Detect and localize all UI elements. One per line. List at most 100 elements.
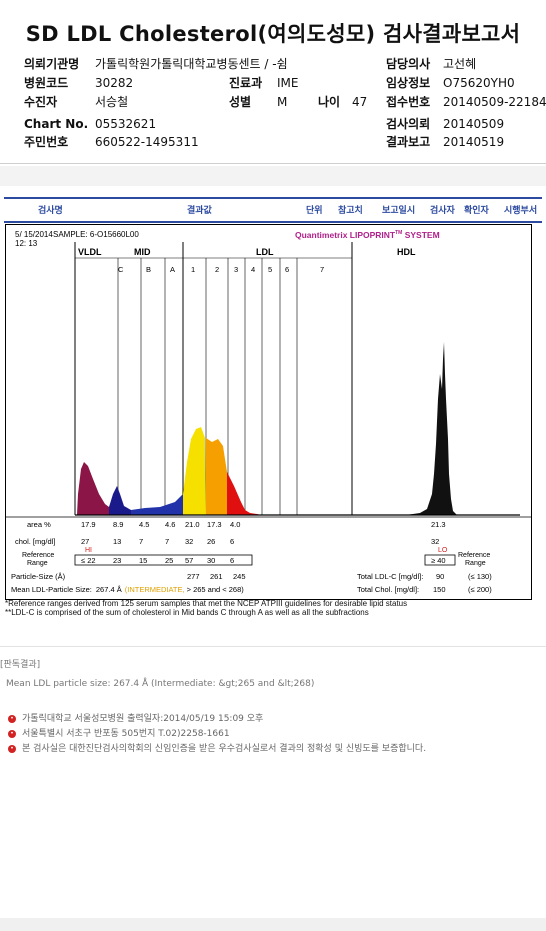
band-label-5: 5 bbox=[268, 265, 272, 274]
report-date-value: 20140519 bbox=[443, 135, 505, 149]
footer-line-3: • 본 검사실은 대한진단검사의학회의 신임인증을 받은 우수검사실로서 결과의 … bbox=[8, 741, 426, 754]
receipt-value: 20140509-22184 bbox=[443, 95, 546, 109]
col-test-name: 검사명 bbox=[38, 206, 63, 216]
band-label-b: B bbox=[146, 265, 151, 274]
area-value-8: 21.3 bbox=[431, 520, 446, 529]
total-chol-ref: (≤ 200) bbox=[468, 585, 492, 594]
header-divider bbox=[0, 163, 546, 164]
mean-size-line: Mean LDL-Particle Size: 267.4 Å (INTERMEDI… bbox=[11, 585, 244, 594]
sex-label: 성별 bbox=[229, 95, 252, 109]
chol-label: chol. [mg/dl] bbox=[15, 537, 55, 546]
peak-mid-c bbox=[109, 486, 131, 515]
lipoprint-chart: 5/ 15/2014 12: 13 SAMPLE: 6-O15660L00 Qu… bbox=[5, 224, 532, 600]
band-label-4: 4 bbox=[251, 265, 255, 274]
clinical-value: O75620YH0 bbox=[443, 76, 515, 90]
report-date-label: 결과보고 bbox=[386, 135, 431, 149]
chart-no-value: 05532621 bbox=[95, 117, 157, 131]
band-label-3: 3 bbox=[234, 265, 238, 274]
ref-value-4: 25 bbox=[165, 556, 173, 565]
footnote-1: *Reference ranges derived from 125 serum… bbox=[5, 599, 408, 608]
hospital-code-label: 병원코드 bbox=[24, 76, 69, 90]
ref-value-8: ≥ 40 bbox=[431, 556, 446, 565]
area-values: 17.9 8.9 4.5 4.6 21.0 17.3 4.0 21.3 bbox=[81, 520, 446, 529]
age-label: 나이 bbox=[318, 95, 341, 109]
particle-size-2: 261 bbox=[210, 572, 223, 581]
interpretation-text: Mean LDL particle size: 267.4 Å (Interme… bbox=[6, 679, 315, 689]
doctor-label: 담당의사 bbox=[386, 57, 431, 71]
group-vldl: VLDL bbox=[78, 247, 102, 257]
brand-name: Quantimetrix LIPOPRINTTM SYSTEM bbox=[295, 230, 440, 240]
col-reference: 참고치 bbox=[338, 206, 363, 216]
hospital-code-value: 30282 bbox=[95, 76, 134, 90]
sample-id: SAMPLE: 6-O15660L00 bbox=[53, 230, 139, 239]
ref-value-2: 23 bbox=[113, 556, 121, 565]
ref-value-7: 6 bbox=[230, 556, 234, 565]
doctor-value: 고선혜 bbox=[443, 57, 477, 71]
col-verifier: 확인자 bbox=[464, 206, 489, 216]
area-label: area % bbox=[27, 520, 51, 529]
chol-value-4: 7 bbox=[165, 537, 169, 546]
col-report-time: 보고일시 bbox=[382, 206, 416, 216]
chol-flag-lo: LO bbox=[438, 547, 448, 554]
band-label-6: 6 bbox=[285, 265, 289, 274]
band-label-c: C bbox=[118, 265, 124, 274]
id-label: 주민번호 bbox=[24, 135, 69, 149]
chart-no-label: Chart No. bbox=[24, 117, 89, 131]
chol-value-5: 32 bbox=[185, 537, 193, 546]
patient-label: 수진자 bbox=[24, 95, 58, 109]
col-tester: 검사자 bbox=[430, 206, 455, 216]
request-label: 검사의뢰 bbox=[386, 117, 431, 131]
area-value-2: 8.9 bbox=[113, 520, 123, 529]
area-value-1: 17.9 bbox=[81, 520, 96, 529]
patient-value: 서승철 bbox=[95, 95, 129, 109]
area-value-7: 4.0 bbox=[230, 520, 240, 529]
ref-value-3: 15 bbox=[139, 556, 147, 565]
ref-label-right: Reference Range bbox=[458, 552, 490, 567]
ref-value-5: 57 bbox=[185, 556, 193, 565]
chol-value-8: 32 bbox=[431, 537, 439, 546]
page-bottom-bar bbox=[0, 918, 546, 931]
peak-ldl1 bbox=[183, 427, 206, 515]
report-title: SD LDL Cholesterol(여의도성모) 검사결과보고서 bbox=[25, 22, 521, 46]
peak-mid-ba bbox=[131, 494, 183, 515]
footnote-2: **LDL-C is comprised of the sum of chole… bbox=[5, 608, 369, 617]
chol-value-6: 26 bbox=[207, 537, 215, 546]
area-value-6: 17.3 bbox=[207, 520, 222, 529]
reference-values: ≤ 22 23 15 25 57 30 6 ≥ 40 bbox=[81, 556, 446, 565]
footnotes: *Reference ranges derived from 125 serum… bbox=[5, 599, 407, 617]
group-ldl: LDL bbox=[256, 247, 274, 257]
alert-icon: • bbox=[8, 729, 16, 738]
report-time: 12: 13 bbox=[15, 239, 38, 248]
header-band bbox=[0, 166, 546, 186]
age-value: 47 bbox=[352, 95, 368, 109]
chol-value-2: 13 bbox=[113, 537, 121, 546]
institution-value: 가톨릭학원가톨릭대학교병동센트 / -쉼 bbox=[95, 57, 288, 71]
interpretation-heading: [판독결과] bbox=[0, 660, 41, 670]
ref-value-6: 30 bbox=[207, 556, 215, 565]
total-chol-label: Total Chol. [mg/dl]: bbox=[357, 585, 419, 594]
id-value: 660522-1495311 bbox=[95, 135, 199, 149]
electropherogram bbox=[75, 342, 520, 516]
sex-value: M bbox=[277, 95, 288, 109]
particle-size-label: Particle-Size (Å) bbox=[11, 572, 66, 581]
total-ldl-label: Total LDL-C [mg/dl]: bbox=[357, 572, 423, 581]
band-label-2: 2 bbox=[215, 265, 219, 274]
chol-value-7: 6 bbox=[230, 537, 234, 546]
request-value: 20140509 bbox=[443, 117, 505, 131]
particle-size-1: 277 bbox=[187, 572, 200, 581]
group-hdl: HDL bbox=[397, 247, 416, 257]
report-date: 5/ 15/2014 bbox=[15, 230, 53, 239]
peak-vldl bbox=[77, 462, 109, 515]
band-labels: C B A 1 2 3 4 5 6 7 bbox=[118, 265, 324, 274]
chol-flag-hi: HI bbox=[85, 547, 92, 554]
area-value-5: 21.0 bbox=[185, 520, 200, 529]
band-dividers bbox=[117, 258, 298, 515]
band-label-a: A bbox=[170, 265, 175, 274]
band-label-7: 7 bbox=[320, 265, 324, 274]
alert-icon: • bbox=[8, 714, 16, 723]
total-ldl-value: 90 bbox=[436, 572, 444, 581]
ref-label: Reference Range bbox=[22, 552, 54, 567]
col-result: 결과값 bbox=[187, 206, 212, 216]
peak-ldl3 bbox=[227, 472, 245, 515]
group-mid: MID bbox=[134, 247, 151, 257]
